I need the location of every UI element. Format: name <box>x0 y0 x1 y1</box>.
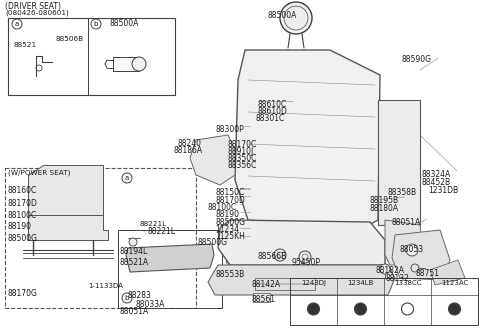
Text: 88283: 88283 <box>128 291 152 300</box>
Text: 88521A: 88521A <box>120 258 149 267</box>
Text: 88301C: 88301C <box>255 114 284 123</box>
Text: 88150C: 88150C <box>215 188 244 197</box>
Text: 88180A: 88180A <box>370 204 399 213</box>
Text: 88500A: 88500A <box>110 19 139 28</box>
Circle shape <box>284 6 308 30</box>
Text: 88053: 88053 <box>400 245 424 254</box>
Circle shape <box>280 2 312 34</box>
Text: a: a <box>15 21 19 27</box>
Text: 1243DJ: 1243DJ <box>301 280 326 286</box>
Text: 88142A: 88142A <box>252 280 281 289</box>
Text: b: b <box>125 295 129 301</box>
Text: 88170D: 88170D <box>8 199 38 208</box>
Text: 88452B: 88452B <box>422 178 451 187</box>
Text: a: a <box>125 175 129 181</box>
Text: 1-1133DA: 1-1133DA <box>88 283 123 289</box>
Circle shape <box>129 238 137 246</box>
Text: 88910J: 88910J <box>228 147 254 156</box>
Text: 88553B: 88553B <box>215 270 244 279</box>
Bar <box>5 168 196 308</box>
Text: 88350C: 88350C <box>228 154 257 163</box>
Text: 88521: 88521 <box>13 42 36 48</box>
Text: 88500G: 88500G <box>215 218 245 227</box>
Polygon shape <box>28 165 103 215</box>
Text: 1234LB: 1234LB <box>348 280 374 286</box>
Text: 88610D: 88610D <box>258 107 288 116</box>
Circle shape <box>355 303 367 315</box>
Text: 88194L: 88194L <box>120 247 148 256</box>
Text: 88170C: 88170C <box>228 140 257 149</box>
Text: 88590G: 88590G <box>402 55 432 64</box>
Polygon shape <box>190 135 235 185</box>
Circle shape <box>380 264 390 274</box>
Text: 1338CC: 1338CC <box>394 280 421 286</box>
Polygon shape <box>430 260 465 285</box>
Text: 1125KH: 1125KH <box>215 232 245 241</box>
Text: 88186A: 88186A <box>174 146 203 155</box>
Text: 88100C: 88100C <box>8 211 37 220</box>
Text: 88356C: 88356C <box>228 161 257 170</box>
Circle shape <box>308 303 320 315</box>
Bar <box>290 278 478 325</box>
Bar <box>378 100 420 225</box>
Polygon shape <box>28 215 108 240</box>
Text: 88170D: 88170D <box>215 196 245 205</box>
Text: 88051A: 88051A <box>120 307 149 316</box>
Circle shape <box>448 303 460 315</box>
Polygon shape <box>218 220 385 265</box>
Text: 88051A: 88051A <box>392 218 421 227</box>
Text: 88500G: 88500G <box>8 234 38 243</box>
Text: 88170G: 88170G <box>8 289 38 298</box>
Polygon shape <box>392 230 450 280</box>
Text: (W/POWER SEAT): (W/POWER SEAT) <box>8 170 71 176</box>
Text: 88033A: 88033A <box>136 300 166 309</box>
Text: 88195B: 88195B <box>370 196 399 205</box>
Text: 88221L: 88221L <box>148 227 176 236</box>
Text: 88182A: 88182A <box>376 266 405 275</box>
Text: 88100C: 88100C <box>208 203 237 212</box>
Text: 88300P: 88300P <box>215 125 244 134</box>
Polygon shape <box>208 265 395 295</box>
Bar <box>8 18 175 95</box>
Text: 88160C: 88160C <box>8 186 37 195</box>
Text: 88190: 88190 <box>215 210 239 219</box>
Text: b: b <box>94 21 98 27</box>
Text: 88561: 88561 <box>252 295 276 304</box>
Text: 88132: 88132 <box>386 274 410 283</box>
Polygon shape <box>126 244 214 272</box>
Bar <box>113 57 139 71</box>
Text: 88324A: 88324A <box>422 170 451 179</box>
Text: 88221L: 88221L <box>140 221 167 227</box>
Polygon shape <box>235 50 380 230</box>
Text: 11234: 11234 <box>215 225 239 234</box>
Text: 88500G: 88500G <box>197 238 227 247</box>
Bar <box>255 278 315 290</box>
Bar <box>253 293 270 302</box>
Text: 88240: 88240 <box>178 139 202 148</box>
Bar <box>118 230 222 308</box>
Text: (080426-080601): (080426-080601) <box>5 9 69 15</box>
Text: 95450P: 95450P <box>292 258 321 267</box>
Text: 88358B: 88358B <box>388 188 417 197</box>
Text: 88566B: 88566B <box>258 252 287 261</box>
Circle shape <box>274 249 286 261</box>
Circle shape <box>132 57 146 71</box>
Polygon shape <box>385 220 425 265</box>
Text: 88610C: 88610C <box>258 100 287 109</box>
Text: 88751: 88751 <box>416 269 440 278</box>
Text: 88190: 88190 <box>8 222 32 231</box>
Text: 1123AC: 1123AC <box>441 280 468 286</box>
Text: 88506B: 88506B <box>55 36 83 42</box>
Circle shape <box>299 251 311 263</box>
Polygon shape <box>226 255 238 272</box>
Text: (DRIVER SEAT): (DRIVER SEAT) <box>5 2 61 11</box>
Text: 88500A: 88500A <box>268 11 298 20</box>
Text: 1231DB: 1231DB <box>428 186 458 195</box>
Circle shape <box>406 244 418 256</box>
